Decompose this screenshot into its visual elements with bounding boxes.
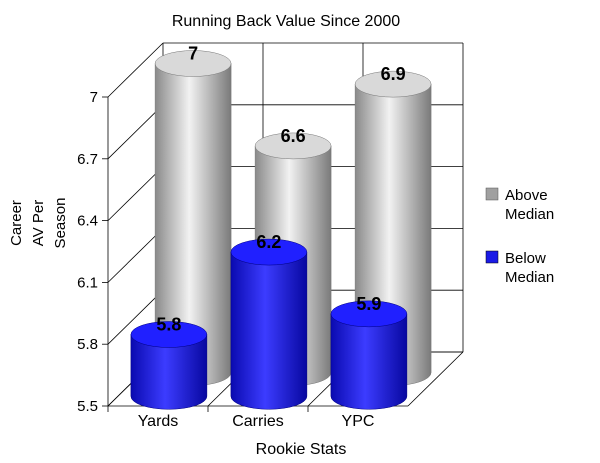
y-tick-label-6-1: 6.1 [77, 274, 98, 291]
data-label-above-median-yards: 7 [188, 44, 198, 64]
legend-item-below-median: Below Median [485, 250, 554, 286]
bars: 7 6.6 6.9 5.8 6.2 5.9 [130, 44, 432, 410]
bar-body-below-median-carries [230, 251, 308, 410]
legend-swatch-below-median [485, 250, 499, 264]
bar-top-above-median-carries [254, 132, 332, 160]
y-tick-label-6-7: 6.7 [77, 151, 98, 168]
chart-title: Running Back Value Since 2000 [172, 13, 400, 30]
gridline-side-6-4 [107, 166, 164, 221]
x-tick-label-ypc: YPC [342, 413, 375, 430]
bar-top-below-median-carries [230, 238, 308, 266]
legend-item-above-median: Above Median [485, 187, 554, 223]
bar-top-above-median-yards [154, 50, 232, 77]
floor-right-edge [407, 351, 464, 407]
bar-body-below-median-ypc [330, 313, 408, 410]
data-label-below-median-ypc: 5.9 [356, 294, 381, 314]
gridline-side-5-8 [107, 289, 164, 345]
data-label-below-median-carries: 6.2 [256, 232, 281, 252]
x-tick-label-carries: Carries [232, 413, 284, 430]
side-wall-top-edge [107, 42, 164, 98]
data-label-below-median-yards: 5.8 [156, 314, 181, 334]
bar-below-median-yards: 5.8 [130, 314, 208, 410]
bar-top-below-median-ypc [330, 300, 408, 328]
gridline-side-6-1 [107, 228, 164, 283]
y-tick-label-6-4: 6.4 [77, 213, 98, 230]
bar-below-median-ypc: 5.9 [330, 294, 408, 410]
gridline-side-6-7 [107, 104, 164, 160]
y-tick-label-5-8: 5.8 [77, 336, 98, 353]
y-axis-label-3: Season [52, 198, 69, 249]
y-axis-label-line-2: AV Per [30, 200, 47, 246]
data-label-above-median-carries: 6.6 [281, 126, 306, 146]
y-axis-label-line-1: Career [8, 200, 25, 246]
legend-swatch-above-median [485, 187, 499, 201]
bar-above-median-yards: 7 [154, 44, 232, 386]
y-tick-label-5-5: 5.5 [77, 398, 98, 415]
x-tick-label-yards: Yards [138, 413, 179, 430]
legend-label-above-median: Above Median [505, 187, 554, 223]
x-axis-label: Rookie Stats [256, 441, 347, 458]
legend-label-below-median: Below Median [505, 250, 554, 286]
y-axis-label-line-3: Season [52, 198, 69, 249]
y-tick-label-7: 7 [90, 89, 98, 106]
bar-below-median-carries: 6.2 [230, 232, 308, 410]
data-label-above-median-ypc: 6.9 [381, 64, 406, 84]
bar-top-above-median-ypc [354, 70, 432, 98]
bar-top-below-median-yards [130, 321, 208, 348]
y-axis-label-2: AV Per [30, 200, 47, 246]
x-axis-ticks: Yards Carries YPC [107, 406, 375, 430]
legend: Above Median Below Median [485, 187, 554, 286]
y-axis-ticks: 5.5 5.8 6.1 6.4 6.7 7 [77, 89, 108, 415]
bar-body-below-median-yards [130, 334, 208, 410]
y-axis-label: Career [8, 200, 25, 246]
